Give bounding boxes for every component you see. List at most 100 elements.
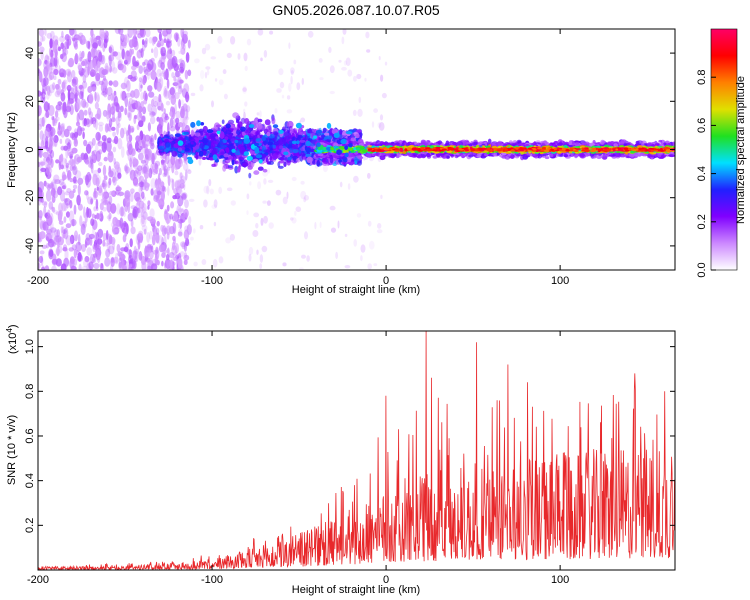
spectrogram-cell <box>83 109 88 116</box>
spectrogram-cell <box>202 156 206 160</box>
spectrogram-cell <box>73 230 79 242</box>
spectrogram-cell <box>256 249 259 255</box>
spectrogram-cell <box>65 68 72 76</box>
spectrogram-cell <box>78 84 83 90</box>
spectrogram-cell <box>281 138 287 145</box>
spectrogram-cell <box>72 184 78 190</box>
spectrogram-cell <box>90 218 95 227</box>
spectrogram-cell <box>97 140 104 147</box>
spectrogram-cell <box>322 158 329 165</box>
spectrogram-cell <box>230 145 236 150</box>
spectrogram-cell <box>58 209 63 218</box>
spectrogram-cell <box>243 52 248 62</box>
spectrogram-cell <box>341 66 347 71</box>
spectrogram-cell <box>347 183 351 190</box>
spectrogram-cell <box>123 34 127 42</box>
spectrogram-cell <box>162 185 165 192</box>
spectrogram-cell <box>101 78 108 89</box>
spectrogram-cell <box>178 188 183 197</box>
spectrogram-cell <box>257 118 263 123</box>
spectrogram-cell <box>223 93 228 100</box>
spectrogram-cell <box>178 50 183 55</box>
spectrogram-cell <box>157 235 163 246</box>
spectrogram-cell <box>51 241 56 247</box>
spectrogram-cell <box>117 111 122 122</box>
spectrogram-cell <box>225 237 232 244</box>
spectrogram-cell <box>98 51 103 62</box>
spectrogram-cell <box>152 168 157 176</box>
spectrogram-cell <box>322 127 327 133</box>
spectrogram-cell <box>138 77 142 83</box>
spectrogram-cell <box>63 216 67 224</box>
spectrogram-cell <box>158 198 165 209</box>
spectrogram-cell <box>65 211 71 218</box>
spectrogram-cell <box>139 29 145 37</box>
spectrogram-cell <box>99 202 104 211</box>
spectrogram-cell <box>183 152 187 164</box>
spectrogram-cell <box>88 261 94 270</box>
spectrogram-cell <box>102 85 108 98</box>
spectrogram-cell <box>280 156 285 161</box>
spectrogram-cell <box>121 48 125 60</box>
spectrogram-cell <box>179 160 183 167</box>
spectrogram-cell <box>329 205 336 211</box>
spectrogram-cell <box>102 69 109 74</box>
spectrogram-cell <box>65 223 72 229</box>
spectrogram-cell <box>41 200 48 206</box>
spectrogram-cell <box>114 29 121 35</box>
spectrogram-cell <box>55 258 62 267</box>
spectrogram-cell <box>88 60 91 72</box>
spectrogram-cell <box>169 87 175 96</box>
spectrogram-cell <box>108 55 112 67</box>
spectrogram-cell <box>56 103 60 110</box>
spectrogram-cell <box>75 241 82 252</box>
spectrogram-cell <box>263 50 268 58</box>
spectrogram-cell <box>164 88 168 97</box>
spectrogram-cell <box>99 210 104 218</box>
spectrogram-cell <box>57 101 63 106</box>
spectrogram-cell <box>132 206 139 218</box>
spectrogram-cell <box>135 167 140 174</box>
spectrogram-cell <box>231 159 235 166</box>
spectrogram-cell <box>61 30 64 38</box>
spectrogram-cell <box>44 127 51 139</box>
spectrogram-cell <box>246 210 249 216</box>
spectrogram-cell <box>200 70 205 79</box>
spectrogram-cell <box>98 124 104 132</box>
spectrogram-cell <box>118 257 122 269</box>
spectrogram-cell <box>91 137 96 146</box>
spectrogram-cell <box>60 153 64 163</box>
spectrogram-cell <box>83 259 89 268</box>
spectrogram-cell <box>98 80 104 86</box>
spectrogram-cell <box>62 101 67 113</box>
spectrogram-cell <box>200 130 204 136</box>
spectrogram-cell <box>164 141 171 148</box>
spectrogram-cell <box>262 200 267 204</box>
spectrogram-cell <box>107 150 114 163</box>
spectrogram-cell <box>263 140 267 146</box>
spectrogram-cell <box>141 206 146 214</box>
spectrogram-cell <box>180 88 184 93</box>
spectrogram-cell <box>60 263 67 270</box>
spectrogram-cell <box>133 88 140 99</box>
spectrogram-cell <box>211 204 218 209</box>
spectrogram-cell <box>115 186 122 192</box>
spectrogram-cell <box>168 89 172 101</box>
spectrogram-cell <box>180 175 186 185</box>
spectrogram-cell <box>121 222 125 233</box>
spectrogram-cell <box>170 94 177 106</box>
spectrogram-cell <box>39 250 45 255</box>
spectrogram-cell <box>329 65 335 74</box>
spectrogram-cell <box>107 103 111 115</box>
spectrogram-cell <box>139 130 144 141</box>
spectrogram-cell <box>53 210 59 215</box>
spectrogram-cell <box>377 223 382 229</box>
spectrogram-cell <box>108 118 113 128</box>
spectrogram-cell <box>48 84 55 94</box>
spectrogram-cell <box>67 60 74 68</box>
spectrogram-cell <box>119 105 124 113</box>
spectrogram-cell <box>178 99 182 109</box>
spectrogram-cell <box>173 188 178 195</box>
spectrogram-cell <box>142 106 147 115</box>
